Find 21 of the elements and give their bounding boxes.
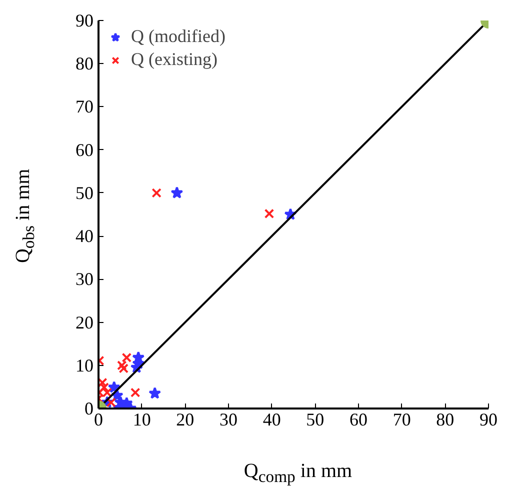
y-tick-label: 60	[76, 140, 94, 160]
x-tick-label: 60	[350, 410, 368, 430]
legend-label: Q (existing)	[131, 49, 218, 70]
y-tick-label: 10	[76, 355, 94, 376]
x-tick-label: 10	[132, 410, 151, 430]
y-tick-label: 40	[76, 226, 94, 246]
x-tick-label: 90	[480, 410, 498, 430]
x-axis-title: Q$_{comp}$ in mm	[244, 459, 352, 488]
y-tick-label: 90	[76, 10, 94, 30]
x-tick-label: 20	[176, 410, 194, 430]
x-tick-label: 40	[262, 410, 281, 430]
y-tick-label: 50	[76, 182, 94, 203]
y-tick-label: 70	[76, 96, 94, 117]
x-tick-label: 30	[220, 410, 238, 430]
y-tick-label: 20	[76, 312, 94, 332]
x-tick-label: 80	[436, 410, 454, 430]
legend-label: Q (modified)	[131, 26, 226, 47]
y-tick-label: 80	[76, 54, 94, 74]
y-tick-label: 30	[76, 269, 94, 290]
x-tick-label: 50	[306, 410, 324, 430]
x-tick-label: 70	[392, 410, 411, 430]
